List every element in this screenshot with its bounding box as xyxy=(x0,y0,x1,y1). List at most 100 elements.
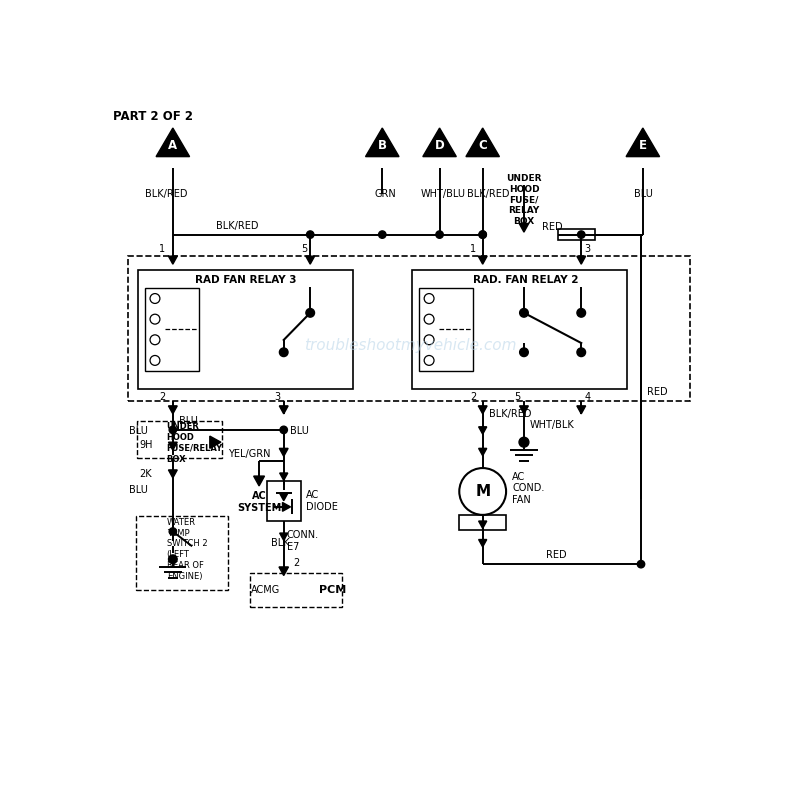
Text: 5: 5 xyxy=(301,244,307,254)
Polygon shape xyxy=(280,533,288,541)
Circle shape xyxy=(436,231,443,238)
Polygon shape xyxy=(519,406,528,414)
Bar xyxy=(138,270,354,390)
Polygon shape xyxy=(366,128,399,157)
Polygon shape xyxy=(626,128,660,157)
Circle shape xyxy=(638,561,645,568)
Text: BLK/RED: BLK/RED xyxy=(145,190,188,199)
Text: PCM: PCM xyxy=(319,585,346,595)
Circle shape xyxy=(280,426,287,434)
Polygon shape xyxy=(254,476,265,486)
Circle shape xyxy=(279,348,288,357)
Polygon shape xyxy=(519,223,529,232)
Polygon shape xyxy=(478,406,487,414)
Circle shape xyxy=(306,309,314,317)
Text: RED: RED xyxy=(546,550,566,560)
Circle shape xyxy=(378,231,386,238)
Text: 2: 2 xyxy=(470,392,477,402)
Text: BLU: BLU xyxy=(130,426,148,436)
Text: 2K: 2K xyxy=(139,469,151,479)
Polygon shape xyxy=(169,442,178,450)
Text: RED: RED xyxy=(542,222,563,231)
Text: 3: 3 xyxy=(584,244,590,254)
Polygon shape xyxy=(478,539,486,547)
Text: 9H: 9H xyxy=(139,439,153,450)
Text: C: C xyxy=(478,139,487,152)
Circle shape xyxy=(520,309,528,317)
Circle shape xyxy=(520,348,528,357)
Circle shape xyxy=(169,528,177,535)
Text: CONN.
E7: CONN. E7 xyxy=(286,530,319,551)
Circle shape xyxy=(306,231,314,238)
Text: 5: 5 xyxy=(514,392,521,402)
Bar xyxy=(128,256,690,401)
Polygon shape xyxy=(280,494,288,501)
Polygon shape xyxy=(577,406,586,414)
Polygon shape xyxy=(279,567,289,575)
Bar xyxy=(412,270,627,390)
Text: 2: 2 xyxy=(159,392,166,402)
Polygon shape xyxy=(306,256,314,264)
Bar xyxy=(136,516,228,590)
Text: RAD FAN RELAY 3: RAD FAN RELAY 3 xyxy=(194,274,296,285)
Text: YEL/GRN: YEL/GRN xyxy=(228,449,270,459)
Text: BLK/RED: BLK/RED xyxy=(216,221,258,231)
Text: 3: 3 xyxy=(274,392,281,402)
Text: troubleshootmyvehicle.com: troubleshootmyvehicle.com xyxy=(304,338,516,353)
Text: B: B xyxy=(378,139,386,152)
Circle shape xyxy=(169,426,177,434)
Text: UNDER
HOOD
FUSE/
RELAY
BOX: UNDER HOOD FUSE/ RELAY BOX xyxy=(506,174,542,226)
Bar xyxy=(459,515,506,530)
Bar xyxy=(558,229,594,240)
Circle shape xyxy=(519,438,529,447)
Bar xyxy=(145,288,199,370)
Text: WHT/BLK: WHT/BLK xyxy=(530,420,575,430)
Circle shape xyxy=(479,231,486,238)
Bar xyxy=(266,481,301,521)
Polygon shape xyxy=(210,436,221,448)
Text: D: D xyxy=(434,139,445,152)
Text: PART 2 OF 2: PART 2 OF 2 xyxy=(113,110,193,122)
Polygon shape xyxy=(169,406,178,414)
Circle shape xyxy=(479,231,486,238)
Text: GRN: GRN xyxy=(375,190,397,199)
Text: E: E xyxy=(639,139,647,152)
Circle shape xyxy=(577,348,586,357)
Text: AC
SYSTEM: AC SYSTEM xyxy=(237,491,282,513)
Polygon shape xyxy=(478,256,487,264)
Text: AC
COND.
FAN: AC COND. FAN xyxy=(512,472,545,505)
Text: RAD. FAN RELAY 2: RAD. FAN RELAY 2 xyxy=(473,274,578,285)
Bar xyxy=(419,288,474,370)
Text: BLK/RED: BLK/RED xyxy=(467,190,510,199)
Polygon shape xyxy=(279,406,288,414)
Text: 4: 4 xyxy=(584,392,590,402)
Polygon shape xyxy=(478,426,486,434)
Polygon shape xyxy=(478,521,486,529)
Polygon shape xyxy=(577,256,586,264)
Text: M: M xyxy=(475,484,490,499)
Text: UNDER
HOOD
FUSE/RELAY
BOX: UNDER HOOD FUSE/RELAY BOX xyxy=(166,422,223,464)
Polygon shape xyxy=(156,128,190,157)
Text: 2: 2 xyxy=(293,558,299,568)
Text: WATER
TEMP
SWITCH 2
(LEFT
REAR OF
ENGINE): WATER TEMP SWITCH 2 (LEFT REAR OF ENGINE… xyxy=(166,518,207,581)
Text: 1: 1 xyxy=(470,244,477,254)
Polygon shape xyxy=(282,502,290,511)
Text: ACMG: ACMG xyxy=(250,585,280,595)
Text: BLK: BLK xyxy=(271,538,290,549)
Polygon shape xyxy=(280,473,288,480)
Text: BLU: BLU xyxy=(179,416,198,426)
Bar xyxy=(137,421,222,458)
Text: WHT/BLU: WHT/BLU xyxy=(421,190,466,199)
Bar xyxy=(250,573,342,607)
Polygon shape xyxy=(169,256,178,264)
Text: 1: 1 xyxy=(159,244,166,254)
Text: RED: RED xyxy=(647,386,668,397)
Text: A: A xyxy=(168,139,178,152)
Text: BLK/RED: BLK/RED xyxy=(489,410,531,419)
Text: AC
DIODE: AC DIODE xyxy=(306,490,338,511)
Circle shape xyxy=(578,231,585,238)
Text: BLU: BLU xyxy=(130,485,148,494)
Polygon shape xyxy=(466,128,499,157)
Polygon shape xyxy=(169,470,178,478)
Polygon shape xyxy=(478,448,486,456)
